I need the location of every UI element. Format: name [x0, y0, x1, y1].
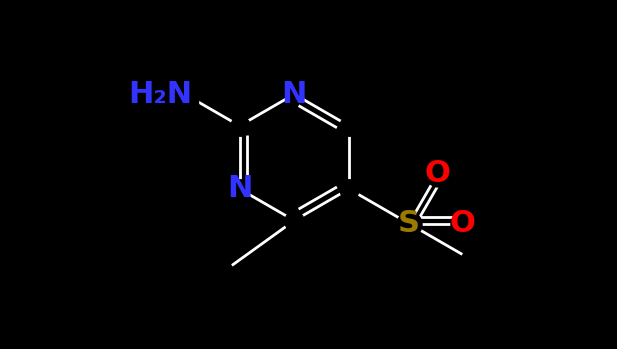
Text: S: S	[398, 209, 420, 238]
Text: N: N	[281, 80, 307, 109]
Text: O: O	[425, 159, 451, 188]
Text: N: N	[227, 174, 252, 203]
Text: O: O	[450, 209, 476, 238]
Text: H₂N: H₂N	[128, 80, 193, 109]
